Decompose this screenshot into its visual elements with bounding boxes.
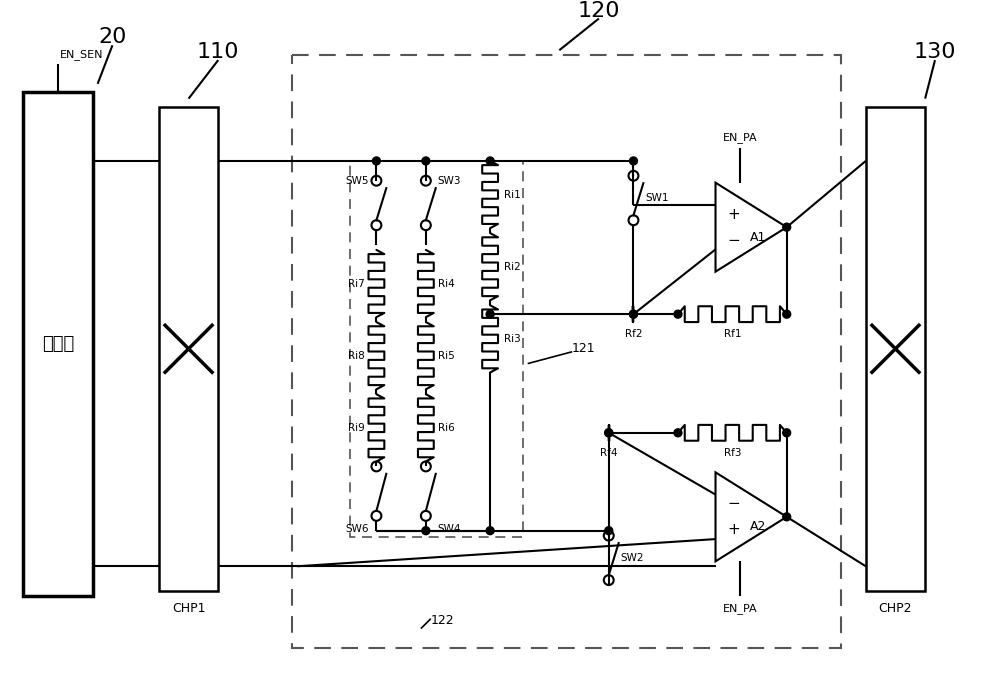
Text: −: − xyxy=(727,496,740,512)
Text: SW3: SW3 xyxy=(438,176,461,185)
Text: Ri8: Ri8 xyxy=(348,351,365,361)
Text: A2: A2 xyxy=(750,520,766,533)
Text: Rf1: Rf1 xyxy=(724,329,741,339)
Text: 110: 110 xyxy=(197,42,239,62)
Text: SW5: SW5 xyxy=(345,176,369,185)
Text: Rf4: Rf4 xyxy=(600,447,618,458)
Circle shape xyxy=(372,157,380,165)
Circle shape xyxy=(630,310,637,318)
Text: −: − xyxy=(727,232,740,248)
Bar xyxy=(292,55,841,649)
Text: EN_PA: EN_PA xyxy=(723,132,758,143)
Text: Ri7: Ri7 xyxy=(348,278,365,288)
Text: 120: 120 xyxy=(578,1,620,21)
Text: Ri6: Ri6 xyxy=(438,423,454,433)
Text: SW4: SW4 xyxy=(438,524,461,533)
Text: Ri4: Ri4 xyxy=(438,278,454,288)
Text: SW2: SW2 xyxy=(621,553,644,563)
Text: Ri2: Ri2 xyxy=(504,262,521,271)
Bar xyxy=(23,91,93,596)
Text: 130: 130 xyxy=(914,42,956,62)
Text: 20: 20 xyxy=(98,27,127,47)
Text: Ri3: Ri3 xyxy=(504,334,521,344)
Text: CHP2: CHP2 xyxy=(879,603,912,615)
Text: CHP1: CHP1 xyxy=(172,603,205,615)
Circle shape xyxy=(630,310,637,318)
Bar xyxy=(866,106,925,591)
Circle shape xyxy=(605,527,613,535)
Circle shape xyxy=(674,310,682,318)
Circle shape xyxy=(783,310,791,318)
Text: 121: 121 xyxy=(572,343,596,355)
Text: Ri5: Ri5 xyxy=(438,351,454,361)
Circle shape xyxy=(630,157,637,165)
Circle shape xyxy=(783,223,791,231)
Text: Rf2: Rf2 xyxy=(625,329,642,339)
Circle shape xyxy=(486,310,494,318)
Circle shape xyxy=(783,513,791,521)
Text: EN_PA: EN_PA xyxy=(723,603,758,614)
Text: Ri1: Ri1 xyxy=(504,190,521,200)
Bar xyxy=(350,161,523,537)
Circle shape xyxy=(422,157,430,165)
Text: Rf3: Rf3 xyxy=(724,447,741,458)
Text: SW1: SW1 xyxy=(645,193,669,203)
Text: +: + xyxy=(727,206,740,222)
Text: 122: 122 xyxy=(431,614,454,627)
Text: SW6: SW6 xyxy=(345,524,369,533)
Text: 传感器: 传感器 xyxy=(42,335,74,353)
Text: +: + xyxy=(727,522,740,537)
Text: EN_SEN: EN_SEN xyxy=(60,49,104,60)
Bar xyxy=(159,106,218,591)
Circle shape xyxy=(486,527,494,535)
Circle shape xyxy=(422,527,430,535)
Circle shape xyxy=(605,429,613,437)
Circle shape xyxy=(674,429,682,437)
Circle shape xyxy=(605,429,613,437)
Circle shape xyxy=(486,157,494,165)
Text: A1: A1 xyxy=(750,231,766,244)
Text: Ri9: Ri9 xyxy=(348,423,365,433)
Circle shape xyxy=(783,429,791,437)
